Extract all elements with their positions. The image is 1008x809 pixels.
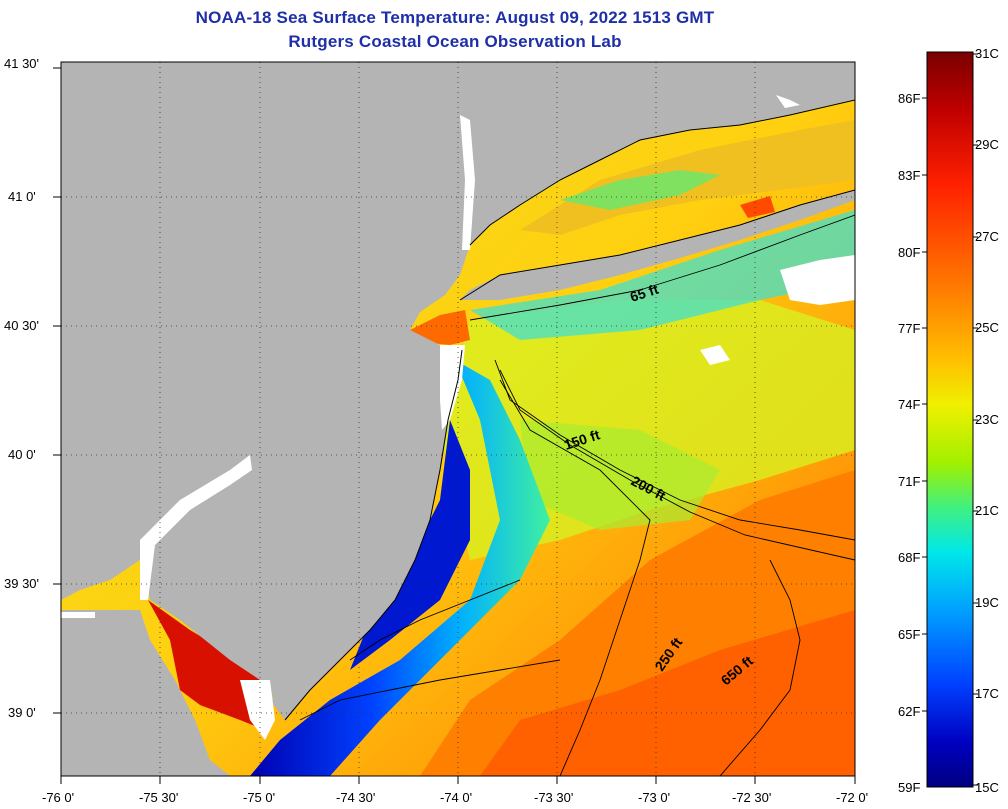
cape-may-land bbox=[270, 690, 300, 720]
coastline bbox=[459, 189, 855, 301]
cloud-patch bbox=[460, 115, 475, 250]
graticule bbox=[61, 62, 855, 776]
colorbar-ticks bbox=[922, 53, 978, 786]
axis-ticks bbox=[53, 67, 856, 784]
colorbar-f-label: 74F bbox=[898, 397, 920, 412]
lat-label: 41 0' bbox=[8, 189, 36, 204]
coastline bbox=[469, 99, 855, 246]
colorbar-f-label: 62F bbox=[898, 704, 920, 719]
colorbar-c-label: 15C bbox=[975, 780, 999, 795]
colorbar-c-label: 23C bbox=[975, 412, 999, 427]
lat-label: 39 0' bbox=[8, 705, 36, 720]
lon-label: -74 0' bbox=[440, 790, 472, 805]
lat-label: 40 0' bbox=[8, 447, 36, 462]
colorbar-f-label: 83F bbox=[898, 168, 920, 183]
long-island bbox=[460, 190, 855, 300]
cloud-patch bbox=[140, 455, 252, 600]
lon-label: -75 0' bbox=[243, 790, 275, 805]
colorbar-c-label: 19C bbox=[975, 595, 999, 610]
cold-upwelling-region bbox=[250, 360, 550, 776]
lat-label: 39 30' bbox=[4, 576, 39, 591]
colorbar-c-label: 29C bbox=[975, 137, 999, 152]
cloud-patch bbox=[240, 680, 275, 740]
lon-label: -72 0' bbox=[836, 790, 868, 805]
colorbar-f-label: 86F bbox=[898, 91, 920, 106]
cloud-patch bbox=[440, 345, 465, 430]
colorbar-f-label: 80F bbox=[898, 245, 920, 260]
lon-label: -73 30' bbox=[534, 790, 573, 805]
colorbar-f-label: 59F bbox=[898, 780, 920, 795]
lon-label: -72 30' bbox=[732, 790, 771, 805]
colorbar-f-label: 68F bbox=[898, 550, 920, 565]
lat-label: 40 30' bbox=[4, 318, 39, 333]
cloud-patch bbox=[700, 345, 730, 365]
cloud-patch bbox=[780, 255, 855, 305]
sound-green bbox=[560, 170, 720, 210]
raritan-bay-water bbox=[410, 310, 470, 345]
lat-label: 41 30' bbox=[4, 56, 39, 71]
hot-water-region bbox=[480, 610, 855, 776]
coastline bbox=[284, 349, 463, 721]
colorbar-f-label: 65F bbox=[898, 627, 920, 642]
delaware-bay-water bbox=[148, 600, 270, 730]
colorbar-c-label: 25C bbox=[975, 320, 999, 335]
cloud-patch bbox=[61, 612, 95, 618]
li-nearshore-band bbox=[470, 210, 855, 340]
lon-label: -73 0' bbox=[638, 790, 670, 805]
colorbar-c-label: 31C bbox=[975, 46, 999, 61]
colorbar-c-label: 17C bbox=[975, 686, 999, 701]
cloud-patch bbox=[776, 95, 800, 108]
lon-label: -76 0' bbox=[42, 790, 74, 805]
delaware-land bbox=[61, 610, 230, 776]
colorbar-c-label: 27C bbox=[975, 229, 999, 244]
peconic-bay-water bbox=[740, 196, 775, 218]
land-mass bbox=[61, 62, 855, 720]
colorbar-c-label: 21C bbox=[975, 503, 999, 518]
colorbar-f-label: 77F bbox=[898, 321, 920, 336]
lon-label: -75 30' bbox=[139, 790, 178, 805]
map-title: NOAA-18 Sea Surface Temperature: August … bbox=[195, 8, 715, 27]
lon-label: -74 30' bbox=[336, 790, 375, 805]
colorbar bbox=[926, 51, 974, 788]
greenish-patch bbox=[520, 420, 720, 530]
map-subtitle: Rutgers Coastal Ocean Observation Lab bbox=[288, 32, 622, 51]
map-plot-area bbox=[61, 62, 855, 776]
colorbar-f-label: 71F bbox=[898, 474, 920, 489]
